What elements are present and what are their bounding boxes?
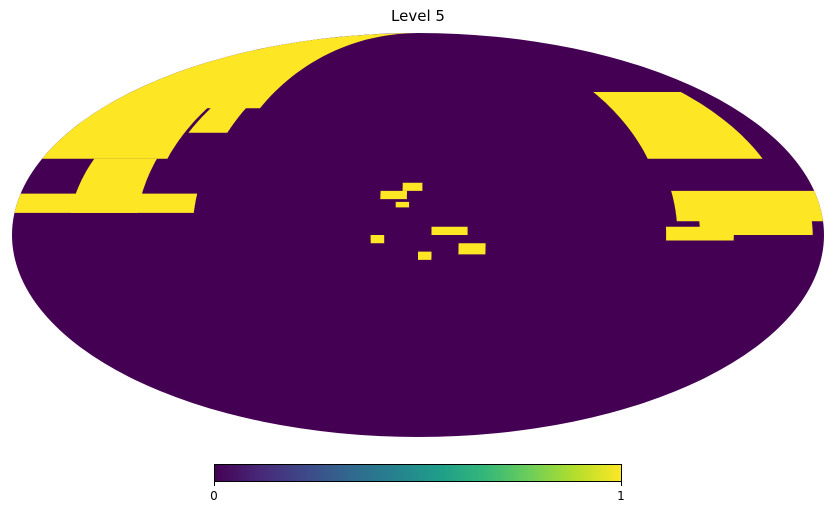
colorbar: 0 1: [210, 464, 625, 503]
masked-region-8: [395, 201, 410, 208]
masked-region-4: [188, 92, 262, 133]
map-title: Level 5: [391, 7, 445, 25]
masked-region-15: [665, 226, 734, 241]
masked-region-9: [418, 251, 432, 260]
colorbar-tick-max: [621, 482, 622, 486]
masked-region-3: [14, 193, 198, 213]
mask-layer: [14, 33, 823, 260]
masked-region-7: [380, 190, 407, 200]
colorbar-label-min: 0: [210, 489, 218, 503]
colorbar-tick-min: [214, 482, 215, 486]
masked-region-5: [370, 235, 385, 244]
colorbar-gradient: [214, 464, 622, 482]
masked-region-1: [42, 103, 213, 159]
masked-region-12: [593, 92, 763, 159]
masked-region-0: [102, 33, 418, 109]
masked-region-10: [431, 226, 468, 235]
masked-region-13: [671, 190, 823, 222]
masked-region-6: [402, 182, 423, 191]
colorbar-label-max: 1: [617, 489, 625, 503]
sky-background: [12, 33, 824, 437]
masked-region-11: [458, 243, 486, 255]
